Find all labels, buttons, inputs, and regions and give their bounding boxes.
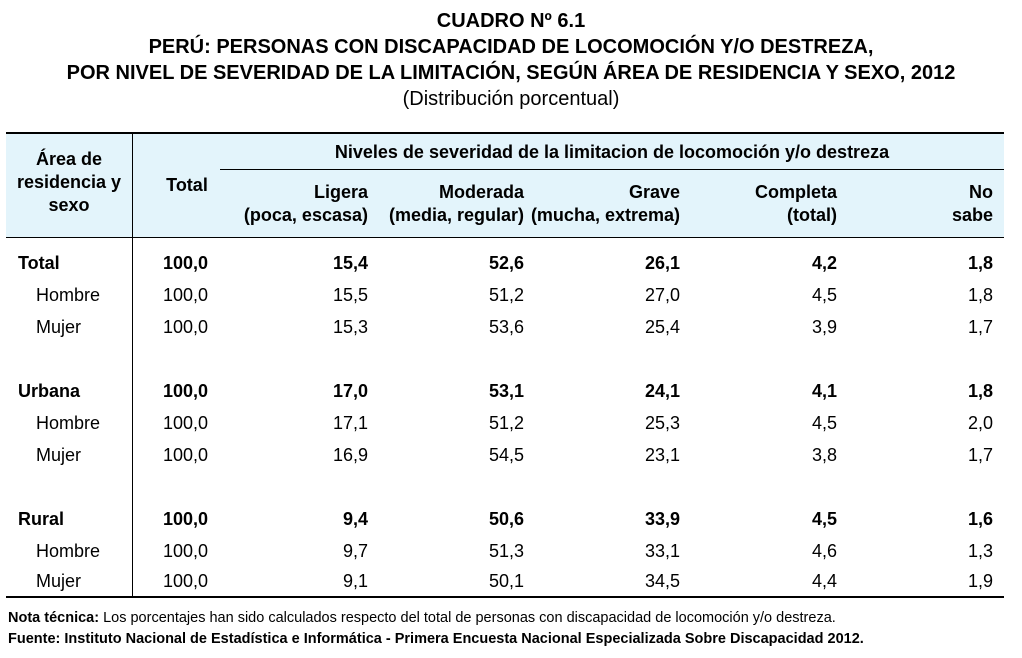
table-title-line-2: POR NIVEL DE SEVERIDAD DE LA LIMITACIÓN,… bbox=[66, 62, 956, 84]
cell-moderada: 54,5 bbox=[488, 445, 524, 465]
cell-ligera: 17,1 bbox=[332, 413, 368, 433]
header-total: Total bbox=[166, 175, 208, 195]
table-header-background bbox=[6, 134, 1004, 238]
cell-no-sabe: 1,8 bbox=[967, 381, 993, 401]
table-row: Mujer 100,0 16,9 54,5 23,1 3,8 1,7 bbox=[6, 439, 1004, 471]
table-row: Hombre 100,0 17,1 51,2 25,3 4,5 2,0 bbox=[6, 407, 1004, 439]
cell-grave: 24,1 bbox=[644, 381, 680, 401]
row-label: Hombre bbox=[36, 285, 101, 305]
cell-grave: 27,0 bbox=[644, 285, 680, 305]
bottom-rule bbox=[6, 596, 1004, 598]
table-subtitle: (Distribución porcentual) bbox=[402, 88, 620, 110]
cell-no-sabe: 1,7 bbox=[967, 317, 993, 337]
cell-moderada: 51,2 bbox=[488, 285, 524, 305]
cell-grave: 33,9 bbox=[644, 509, 680, 529]
row-label: Mujer bbox=[36, 445, 82, 465]
table-row: Hombre 100,0 15,5 51,2 27,0 4,5 1,8 bbox=[6, 279, 1004, 311]
cell-grave: 23,1 bbox=[644, 445, 680, 465]
cell-moderada: 52,6 bbox=[488, 253, 524, 273]
table-number: CUADRO Nº 6.1 bbox=[436, 10, 586, 32]
cell-no-sabe: 1,7 bbox=[967, 445, 993, 465]
cell-no-sabe: 1,8 bbox=[967, 285, 993, 305]
cell-ligera: 15,4 bbox=[332, 253, 368, 273]
table-row: Rural 100,0 9,4 50,6 33,9 4,5 1,6 bbox=[6, 503, 1004, 535]
cell-total: 100,0 bbox=[162, 285, 208, 305]
row-label: Rural bbox=[18, 509, 65, 529]
table-row: Hombre 100,0 9,7 51,3 33,1 4,6 1,3 bbox=[6, 535, 1004, 567]
row-label: Mujer bbox=[36, 571, 82, 591]
cell-total: 100,0 bbox=[162, 253, 208, 273]
cell-no-sabe: 1,3 bbox=[967, 541, 993, 561]
cell-no-sabe: 1,8 bbox=[967, 253, 993, 273]
cell-no-sabe: 1,9 bbox=[967, 571, 993, 591]
cell-ligera: 9,7 bbox=[342, 541, 368, 561]
cell-grave: 25,4 bbox=[644, 317, 680, 337]
cell-grave: 33,1 bbox=[644, 541, 680, 561]
cell-completa: 4,4 bbox=[811, 571, 837, 591]
row-label: Total bbox=[18, 253, 60, 273]
cell-completa: 3,8 bbox=[811, 445, 837, 465]
technical-note: Nota técnica: Los porcentajes han sido c… bbox=[8, 608, 864, 629]
header-col-completa: Completa (total) bbox=[754, 182, 837, 225]
table-notes: Nota técnica: Los porcentajes han sido c… bbox=[8, 608, 864, 650]
cell-grave: 34,5 bbox=[644, 571, 680, 591]
cell-moderada: 50,1 bbox=[488, 571, 524, 591]
cell-completa: 4,6 bbox=[811, 541, 837, 561]
cell-completa: 3,9 bbox=[811, 317, 837, 337]
cell-moderada: 53,1 bbox=[488, 381, 524, 401]
cell-moderada: 50,6 bbox=[488, 509, 524, 529]
row-label: Mujer bbox=[36, 317, 82, 337]
header-area-residence: Área de residencia y sexo bbox=[16, 149, 122, 215]
cell-ligera: 16,9 bbox=[332, 445, 368, 465]
cell-completa: 4,1 bbox=[811, 381, 837, 401]
stub-divider bbox=[132, 134, 133, 596]
header-col-moderada: Moderada (media, regular) bbox=[388, 182, 524, 225]
table-row: Mujer 100,0 15,3 53,6 25,4 3,9 1,7 bbox=[6, 311, 1004, 343]
cell-moderada: 53,6 bbox=[488, 317, 524, 337]
cell-moderada: 51,3 bbox=[488, 541, 524, 561]
header-col-no-sabe: No sabe bbox=[951, 182, 993, 225]
cell-completa: 4,2 bbox=[811, 253, 837, 273]
cell-grave: 25,3 bbox=[644, 413, 680, 433]
cell-no-sabe: 2,0 bbox=[967, 413, 993, 433]
cell-total: 100,0 bbox=[162, 509, 208, 529]
technical-note-label: Nota técnica: bbox=[8, 610, 100, 626]
table-row: Urbana 100,0 17,0 53,1 24,1 4,1 1,8 bbox=[6, 375, 1004, 407]
table-title-block: CUADRO Nº 6.1 PERÚ: PERSONAS CON DISCAPA… bbox=[0, 8, 1022, 112]
row-label: Urbana bbox=[18, 381, 81, 401]
source-note: Fuente: Instituto Nacional de Estadístic… bbox=[8, 631, 864, 647]
cell-total: 100,0 bbox=[162, 381, 208, 401]
data-table: Área de residencia y sexo Total Niveles … bbox=[6, 132, 1004, 598]
cell-completa: 4,5 bbox=[811, 509, 837, 529]
cell-total: 100,0 bbox=[162, 413, 208, 433]
cell-no-sabe: 1,6 bbox=[967, 509, 993, 529]
technical-note-text: Los porcentajes han sido calculados resp… bbox=[99, 610, 836, 626]
top-rule bbox=[6, 132, 1004, 134]
table-row: Mujer 100,0 9,1 50,1 34,5 4,4 1,9 bbox=[6, 565, 1004, 597]
cell-ligera: 15,3 bbox=[332, 317, 368, 337]
header-rule bbox=[6, 237, 1004, 238]
table-row: Total 100,0 15,4 52,6 26,1 4,2 1,8 bbox=[6, 247, 1004, 279]
cell-total: 100,0 bbox=[162, 541, 208, 561]
cell-total: 100,0 bbox=[162, 571, 208, 591]
cell-completa: 4,5 bbox=[811, 413, 837, 433]
group-header-rule bbox=[220, 169, 1004, 170]
cell-total: 100,0 bbox=[162, 317, 208, 337]
cell-ligera: 17,0 bbox=[332, 381, 368, 401]
cell-ligera: 9,1 bbox=[342, 571, 368, 591]
header-col-ligera: Ligera (poca, escasa) bbox=[243, 182, 368, 225]
cell-ligera: 9,4 bbox=[342, 509, 368, 529]
cell-total: 100,0 bbox=[162, 445, 208, 465]
cell-moderada: 51,2 bbox=[488, 413, 524, 433]
header-severity-group: Niveles de severidad de la limitacion de… bbox=[334, 142, 890, 162]
cell-completa: 4,5 bbox=[811, 285, 837, 305]
row-label: Hombre bbox=[36, 541, 101, 561]
header-col-grave: Grave (mucha, extrema) bbox=[530, 182, 680, 225]
row-label: Hombre bbox=[36, 413, 101, 433]
cell-grave: 26,1 bbox=[644, 253, 680, 273]
cell-ligera: 15,5 bbox=[332, 285, 368, 305]
table-title-line-1: PERÚ: PERSONAS CON DISCAPACIDAD DE LOCOM… bbox=[148, 36, 874, 58]
